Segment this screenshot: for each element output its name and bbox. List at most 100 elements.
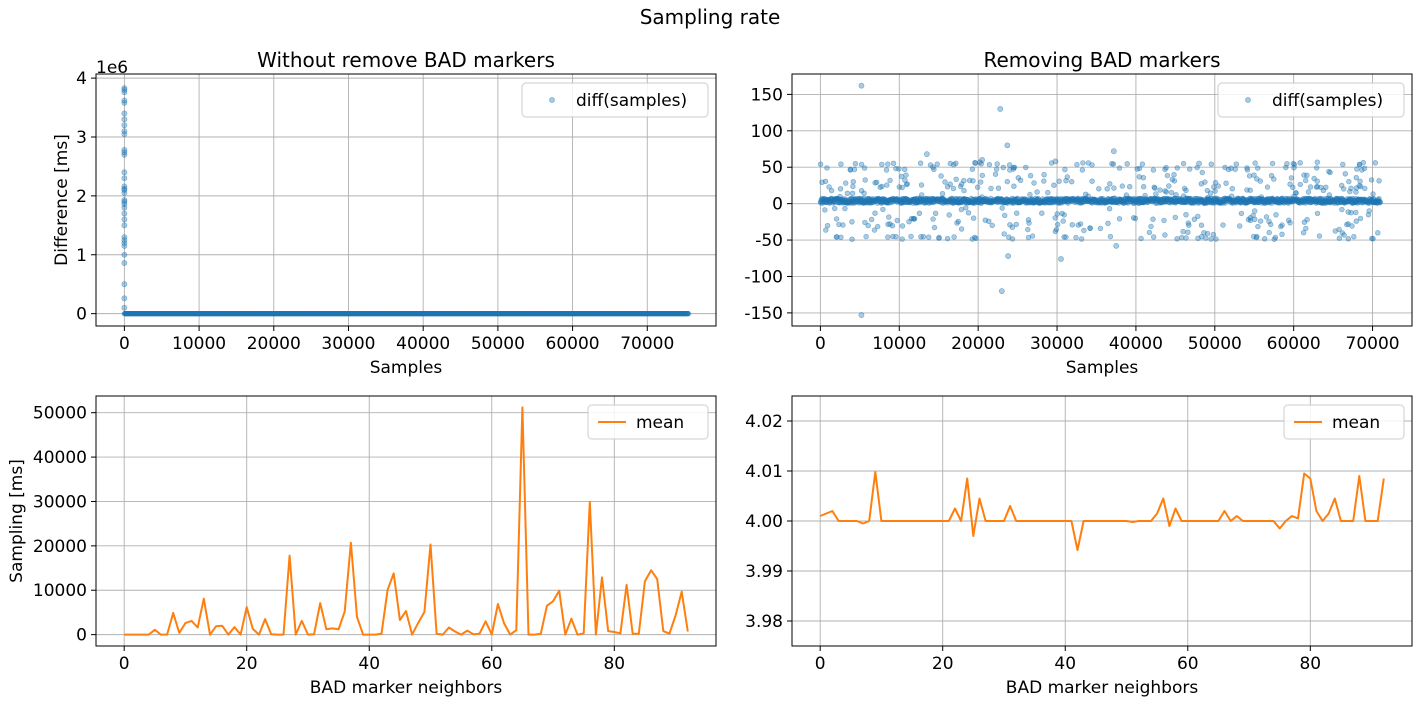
data-point	[121, 190, 128, 196]
data-point	[1136, 165, 1143, 172]
data-point	[1077, 221, 1084, 227]
data-point	[1180, 228, 1186, 235]
data-point	[1353, 175, 1360, 181]
data-point	[1169, 176, 1176, 183]
data-point	[1078, 236, 1085, 242]
data-point	[954, 220, 960, 226]
data-point	[1069, 222, 1076, 228]
subplot-top-left: 0 10000 20000 30000 40000 50000 60000 70000 0 1 2 3…	[52, 48, 717, 378]
data-point	[1346, 178, 1352, 185]
data-point	[1307, 184, 1314, 190]
data-point	[979, 194, 985, 200]
y-tick-label: 4	[76, 69, 87, 89]
data-point	[1370, 236, 1376, 242]
data-point	[995, 185, 1002, 191]
data-point	[899, 236, 905, 242]
data-point	[917, 160, 924, 166]
data-point	[121, 99, 128, 106]
data-point	[1357, 178, 1363, 185]
data-point	[1244, 187, 1250, 193]
data-point	[1073, 234, 1079, 241]
data-point	[1208, 161, 1215, 167]
data-point	[1223, 180, 1229, 186]
data-point	[1210, 231, 1217, 238]
data-point	[1233, 161, 1240, 167]
data-point	[1185, 229, 1191, 235]
x-tick-label: 0	[119, 654, 130, 674]
data-point	[916, 210, 923, 217]
data-point	[849, 190, 856, 197]
data-point	[1027, 173, 1034, 179]
data-point	[969, 166, 976, 172]
x-tick-label: 20000	[247, 334, 301, 354]
data-point	[1327, 169, 1333, 176]
x-tick-label: 70000	[620, 334, 674, 354]
data-point	[1006, 234, 1012, 240]
data-point	[1287, 181, 1293, 187]
subplot-title: Removing BAD markers	[983, 48, 1220, 72]
data-point	[1316, 233, 1323, 239]
data-point	[1376, 178, 1382, 184]
data-point	[887, 221, 893, 227]
series-diff(samples)	[817, 82, 1383, 318]
data-point	[1183, 187, 1189, 194]
data-point	[1199, 169, 1206, 176]
data-point	[930, 216, 936, 222]
data-point	[1058, 256, 1064, 262]
y-scale-offset-label: 1e6	[96, 58, 128, 78]
data-point	[1130, 215, 1137, 221]
data-point	[1186, 166, 1193, 172]
data-point	[936, 234, 942, 241]
data-point	[824, 223, 831, 229]
data-point	[986, 161, 993, 168]
data-point	[965, 210, 972, 216]
data-point	[1302, 177, 1309, 184]
data-point	[831, 205, 838, 212]
x-tick-label: 30000	[321, 334, 375, 354]
data-point	[979, 157, 986, 163]
data-point	[906, 219, 912, 225]
data-point	[1162, 166, 1168, 173]
data-point	[1354, 166, 1360, 172]
data-point	[121, 222, 128, 229]
data-point	[1204, 195, 1211, 201]
data-point	[1301, 219, 1308, 225]
legend-label: diff(samples)	[1272, 91, 1383, 111]
data-point	[1106, 206, 1113, 212]
data-point	[1172, 214, 1179, 221]
data-point	[121, 234, 128, 240]
data-point	[1111, 195, 1118, 201]
data-point	[950, 185, 957, 192]
x-tick-label: 80	[603, 654, 625, 674]
data-point	[833, 216, 840, 222]
series-diff(samples)	[121, 85, 692, 317]
data-point	[1162, 232, 1168, 238]
data-point	[1268, 173, 1275, 179]
data-point	[932, 210, 939, 217]
data-point	[1089, 162, 1095, 168]
data-point	[1269, 160, 1276, 167]
data-point	[822, 178, 829, 185]
data-point	[1056, 178, 1062, 184]
data-point	[1063, 178, 1069, 184]
data-point	[121, 128, 128, 135]
data-point	[1162, 188, 1168, 194]
data-point	[1279, 222, 1285, 228]
x-tick-label: 10000	[872, 334, 926, 354]
subplot-top-right: 0 10000 20000 30000 40000 50000 60000 70000 -150…	[744, 48, 1413, 378]
data-point	[1198, 234, 1205, 240]
data-point	[1089, 178, 1095, 184]
data-point	[901, 166, 908, 173]
data-point	[849, 219, 855, 225]
data-point	[1251, 208, 1258, 214]
data-point	[1110, 148, 1117, 155]
data-point	[972, 160, 978, 166]
data-point	[1063, 234, 1069, 240]
legend-label: diff(samples)	[576, 91, 687, 111]
data-point	[1168, 189, 1175, 196]
data-point	[918, 182, 925, 188]
data-point	[1026, 220, 1032, 226]
data-point	[1110, 161, 1117, 167]
data-point	[1080, 160, 1086, 166]
